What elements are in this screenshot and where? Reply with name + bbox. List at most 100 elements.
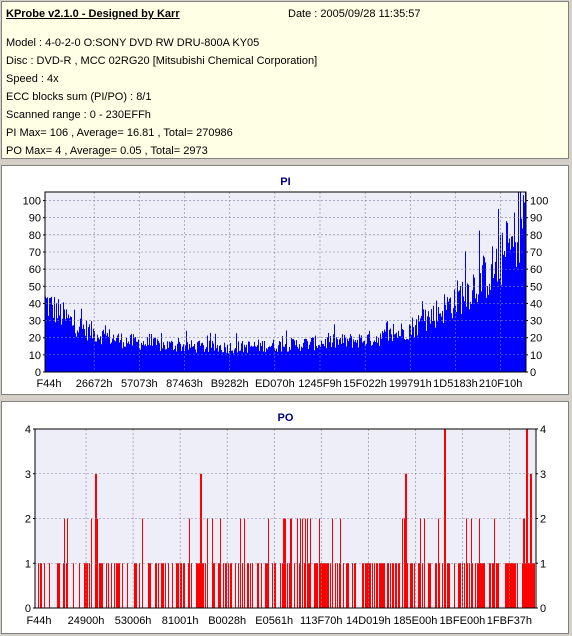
data-bar: [259, 350, 260, 372]
data-bar: [189, 518, 190, 608]
data-bar: [257, 345, 258, 372]
data-bar: [232, 350, 233, 372]
data-bar: [418, 315, 419, 372]
data-bar: [482, 265, 483, 372]
data-bar: [243, 352, 244, 372]
y-tick-label-left: 3: [25, 469, 31, 481]
x-tick-label: 1FBF37h: [487, 615, 532, 627]
data-bar: [248, 563, 249, 608]
data-bar: [346, 346, 347, 372]
data-bar: [131, 333, 132, 372]
data-bar: [307, 341, 308, 372]
data-bar: [324, 563, 325, 608]
data-bar: [64, 309, 65, 372]
data-bar: [395, 333, 396, 372]
data-bar: [142, 518, 143, 608]
data-bar: [226, 352, 227, 372]
data-bar: [150, 345, 151, 372]
data-bar: [59, 315, 60, 372]
data-bar: [409, 324, 410, 372]
data-bar: [383, 563, 384, 608]
data-bar: [497, 563, 498, 608]
data-bar: [208, 351, 209, 372]
x-tick-label: B0028h: [208, 615, 246, 627]
data-bar: [355, 340, 356, 372]
data-bar: [76, 336, 77, 372]
data-bar: [356, 342, 357, 372]
data-bar: [197, 342, 198, 372]
data-bar: [194, 343, 195, 372]
data-bar: [290, 349, 291, 372]
data-bar: [239, 351, 240, 372]
data-bar: [128, 341, 129, 372]
data-bar: [392, 563, 393, 608]
data-bar: [280, 341, 281, 372]
info-panel: KProbe v2.1.0 - Designed by Karr Date : …: [1, 1, 569, 159]
data-bar: [84, 563, 85, 608]
data-bar: [418, 563, 419, 608]
data-bar: [433, 305, 434, 372]
data-bar: [83, 324, 84, 372]
data-bar: [188, 563, 189, 608]
data-bar: [89, 563, 90, 608]
data-bar: [82, 328, 83, 372]
y-tick-label-left: 70: [29, 247, 41, 259]
x-tick-label: 1D5183h: [433, 378, 478, 390]
data-bar: [201, 473, 202, 608]
data-bar: [499, 278, 500, 372]
data-bar: [372, 563, 373, 608]
data-bar: [493, 563, 494, 608]
y-tick-label-left: 0: [35, 367, 41, 379]
data-bar: [376, 336, 377, 372]
data-bar: [366, 563, 367, 608]
data-bar: [507, 222, 508, 372]
data-bar: [104, 333, 105, 372]
data-bar: [261, 563, 262, 608]
data-bar: [156, 345, 157, 372]
data-bar: [107, 332, 108, 372]
data-bar: [231, 350, 232, 372]
data-bar: [430, 323, 431, 372]
data-bar: [480, 273, 481, 372]
data-bar: [191, 563, 192, 608]
data-bar: [351, 336, 352, 372]
data-bar: [414, 337, 415, 372]
data-bar: [477, 302, 478, 372]
data-bar: [166, 349, 167, 372]
data-bar: [467, 563, 468, 608]
data-bar: [498, 563, 499, 608]
data-bar: [436, 300, 437, 372]
data-bar: [251, 345, 252, 372]
data-bar: [234, 349, 235, 372]
data-bar: [515, 563, 516, 608]
data-bar: [214, 563, 215, 608]
data-bar: [205, 348, 206, 372]
data-bar: [212, 340, 213, 372]
data-bar: [454, 563, 455, 608]
data-bar: [290, 518, 291, 608]
data-bar: [59, 563, 60, 608]
data-bar: [350, 334, 351, 372]
data-bar: [81, 308, 82, 372]
data-bar: [188, 349, 189, 372]
data-bar: [383, 332, 384, 372]
data-bar: [363, 341, 364, 372]
data-bar: [361, 335, 362, 372]
data-bar: [273, 339, 274, 372]
data-bar: [439, 563, 440, 608]
data-bar: [102, 331, 103, 372]
y-tick-label-right: 40: [530, 298, 542, 310]
data-bar: [106, 563, 107, 608]
y-tick-label-right: 4: [540, 424, 546, 436]
data-bar: [286, 330, 287, 372]
data-bar: [490, 563, 491, 608]
data-bar: [245, 347, 246, 372]
data-bar: [462, 281, 463, 372]
data-bar: [192, 346, 193, 372]
x-tick-label: 185E00h: [393, 615, 437, 627]
data-bar: [330, 563, 331, 608]
data-bar: [218, 351, 219, 372]
x-tick-label: F44h: [26, 615, 51, 627]
data-bar: [238, 341, 239, 372]
data-bar: [330, 335, 331, 372]
